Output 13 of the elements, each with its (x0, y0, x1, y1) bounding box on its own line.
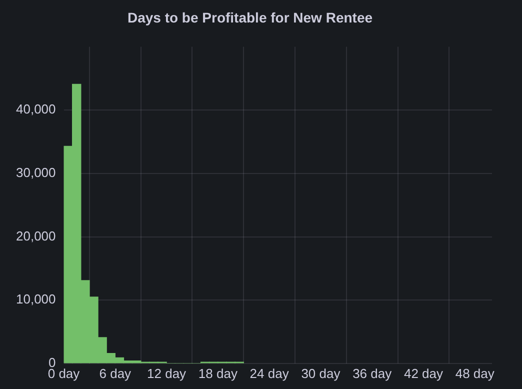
x-tick-label: 48 day (455, 366, 495, 381)
x-tick-label: 18 day (198, 366, 238, 381)
y-tick-label: 10,000 (16, 292, 56, 307)
x-tick-label: 24 day (250, 366, 290, 381)
x-tick-label: 42 day (404, 366, 444, 381)
chart-title: Days to be Profitable for New Rentee (127, 9, 373, 26)
x-tick-label: 36 day (352, 366, 392, 381)
y-tick-label: 40,000 (16, 102, 56, 117)
y-tick-label: 30,000 (16, 165, 56, 180)
y-tick-label: 20,000 (16, 228, 56, 244)
x-tick-label: 30 day (301, 366, 341, 381)
x-tick-label: 12 day (147, 366, 187, 381)
x-tick-label: 6 day (99, 366, 132, 381)
